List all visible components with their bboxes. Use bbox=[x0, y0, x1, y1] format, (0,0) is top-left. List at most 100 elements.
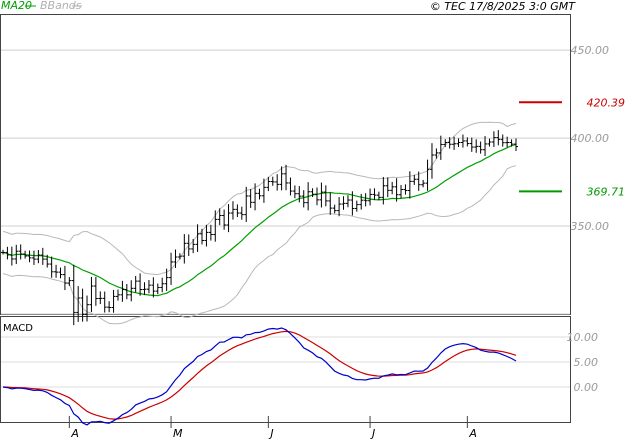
ohlc-bars bbox=[1, 130, 518, 326]
legend-bbands: BBands bbox=[40, 0, 82, 12]
ohlc-bar bbox=[222, 209, 227, 230]
ohlc-bar bbox=[390, 181, 395, 195]
macd-panel-frame bbox=[0, 316, 571, 423]
ohlc-bar bbox=[244, 186, 249, 222]
ohlc-bar bbox=[182, 234, 187, 264]
macd-gridlines bbox=[1, 336, 570, 388]
ohlc-bar bbox=[186, 234, 191, 256]
price-y-tick: 350.00 bbox=[571, 220, 610, 233]
ohlc-bar bbox=[111, 289, 116, 313]
ohlc-bar bbox=[487, 138, 492, 147]
macd-lines bbox=[2, 327, 517, 426]
ohlc-bar bbox=[45, 254, 50, 268]
x-tick: J bbox=[267, 416, 274, 440]
legend-ma20: MA20 bbox=[1, 0, 32, 12]
ohlc-bar bbox=[213, 210, 218, 242]
price-y-tick: 400.00 bbox=[571, 132, 610, 145]
ohlc-bar bbox=[376, 191, 381, 201]
ohlc-bar bbox=[359, 193, 364, 210]
ohlc-bar bbox=[200, 228, 205, 245]
ohlc-bar bbox=[18, 244, 23, 260]
ohlc-bar bbox=[164, 268, 169, 291]
macd-y-tick: 10.00 bbox=[567, 331, 599, 344]
ohlc-bar bbox=[323, 185, 328, 207]
ohlc-bar bbox=[208, 224, 213, 241]
ohlc-bar bbox=[253, 183, 258, 211]
ohlc-bar bbox=[67, 277, 72, 286]
ohlc-bar bbox=[403, 184, 408, 195]
x-tick: M bbox=[170, 416, 183, 440]
ohlc-bar bbox=[509, 139, 514, 147]
copyright-text: © TEC 17/8/2025 3:0 GMT bbox=[430, 0, 576, 13]
ohlc-bar bbox=[89, 276, 94, 313]
ohlc-bar bbox=[226, 204, 231, 233]
ohlc-bar bbox=[292, 185, 297, 199]
ohlc-bar bbox=[514, 138, 518, 152]
ohlc-bar bbox=[36, 249, 41, 264]
ma20-line bbox=[2, 144, 517, 297]
ohlc-bar bbox=[155, 283, 160, 295]
ohlc-bar bbox=[425, 159, 430, 191]
ohlc-bar bbox=[438, 135, 443, 160]
ohlc-bar bbox=[354, 200, 359, 212]
ohlc-bar bbox=[230, 201, 235, 220]
price-gridlines bbox=[1, 49, 570, 315]
ohlc-bar bbox=[478, 141, 483, 154]
ohlc-bar bbox=[416, 171, 421, 191]
macd-panel-title: MACD bbox=[3, 323, 33, 334]
ohlc-bar bbox=[142, 282, 147, 296]
ohlc-bar bbox=[319, 182, 324, 208]
ohlc-bar bbox=[465, 137, 470, 147]
macd-main-line bbox=[2, 327, 517, 426]
ohlc-bar bbox=[288, 177, 293, 196]
ohlc-bar bbox=[399, 184, 404, 199]
x-tick: A bbox=[68, 416, 79, 440]
macd-signal-line bbox=[2, 330, 517, 420]
price-panel-frame bbox=[0, 14, 571, 315]
ohlc-bar bbox=[456, 138, 461, 148]
ohlc-bar bbox=[54, 264, 59, 278]
ohlc-bar bbox=[491, 131, 496, 148]
ohlc-bar bbox=[98, 291, 103, 305]
ohlc-bar bbox=[107, 301, 112, 313]
ohlc-bar bbox=[350, 191, 355, 216]
x-tick: A bbox=[466, 416, 477, 440]
ma20-polyline bbox=[2, 144, 517, 297]
ohlc-bar bbox=[301, 190, 306, 208]
ohlc-bar bbox=[151, 277, 156, 298]
x-tick: J bbox=[369, 416, 375, 440]
marker-label-1: 369.71 bbox=[587, 185, 626, 198]
macd-y-tick: 0.00 bbox=[574, 381, 599, 394]
ohlc-bar bbox=[483, 136, 488, 156]
ohlc-bar bbox=[9, 246, 14, 266]
ohlc-bar bbox=[407, 171, 412, 199]
ohlc-bar bbox=[23, 250, 28, 259]
ohlc-bar bbox=[452, 136, 457, 150]
ohlc-bar bbox=[31, 250, 36, 265]
ohlc-bar bbox=[381, 176, 386, 205]
ohlc-bar bbox=[138, 273, 143, 296]
ohlc-bar bbox=[385, 177, 390, 198]
bollinger-bands bbox=[2, 121, 517, 325]
ohlc-bar bbox=[460, 134, 465, 148]
price-markers: 420.39 369.71 bbox=[519, 96, 625, 198]
bband-upper bbox=[2, 121, 517, 276]
ohlc-bar bbox=[394, 178, 399, 202]
ohlc-bar bbox=[412, 174, 417, 185]
ohlc-bar bbox=[297, 185, 302, 203]
ohlc-bar bbox=[49, 256, 54, 278]
ohlc-bar bbox=[257, 188, 262, 200]
bband-lower bbox=[2, 165, 517, 325]
ohlc-bar bbox=[275, 174, 280, 191]
macd-y-ticks: 10.00 5.00 0.00 bbox=[567, 331, 599, 394]
ohlc-bar bbox=[368, 188, 373, 206]
ohlc-bar bbox=[93, 276, 98, 306]
macd-y-tick: 5.00 bbox=[574, 356, 599, 369]
ohlc-bar bbox=[421, 179, 426, 188]
ohlc-bar bbox=[341, 196, 346, 210]
ohlc-bar bbox=[434, 148, 439, 159]
ohlc-bar bbox=[372, 188, 377, 200]
svg-text:M: M bbox=[173, 427, 183, 440]
marker-label-0: 420.39 bbox=[587, 96, 626, 109]
